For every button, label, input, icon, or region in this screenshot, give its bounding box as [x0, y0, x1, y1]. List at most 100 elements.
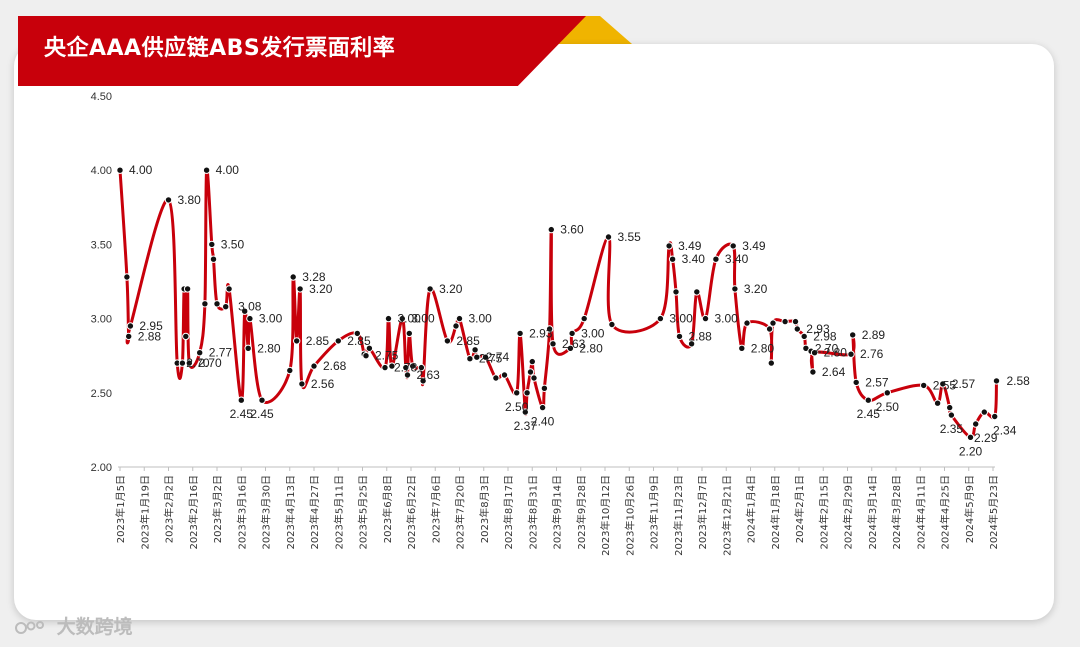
- data-label: 3.49: [678, 239, 702, 253]
- x-tick-label: 2023年10月12日: [599, 475, 612, 556]
- x-tick-label: 2024年3月28日: [890, 475, 903, 550]
- data-label: 2.45: [230, 407, 254, 421]
- data-point: [947, 411, 956, 419]
- x-tick-label: 2023年4月13日: [284, 475, 297, 550]
- data-point: [933, 399, 942, 407]
- data-label: 2.63: [417, 368, 441, 382]
- data-point: [729, 242, 737, 250]
- data-point: [244, 344, 252, 352]
- x-tick-label: 2023年10月26日: [623, 475, 636, 556]
- data-point: [656, 314, 665, 323]
- y-tick-label: 4.50: [91, 91, 112, 103]
- data-point: [417, 363, 426, 372]
- data-label: 2.34: [993, 424, 1017, 438]
- data-label: 3.40: [725, 252, 749, 266]
- data-point: [701, 314, 710, 323]
- data-point: [473, 353, 481, 361]
- data-point: [125, 332, 133, 341]
- data-point: [693, 288, 701, 296]
- data-point: [665, 242, 673, 250]
- data-label: 2.77: [209, 346, 233, 360]
- data-point: [362, 352, 370, 360]
- data-point: [452, 322, 460, 330]
- watermark-logo-icon: [15, 620, 44, 634]
- x-tick-label: 2023年7月6日: [429, 475, 442, 543]
- data-label: 2.70: [186, 356, 210, 370]
- data-point: [126, 322, 135, 330]
- watermark: 大数跨境: [14, 612, 133, 639]
- data-point: [471, 346, 479, 354]
- data-label: 2.80: [824, 346, 848, 360]
- data-point: [222, 303, 230, 311]
- data-label: 2.56: [311, 377, 335, 391]
- data-point: [202, 166, 211, 174]
- data-point: [800, 332, 808, 341]
- data-point: [769, 319, 777, 327]
- data-label: 3.00: [411, 312, 435, 326]
- data-point: [765, 325, 774, 333]
- data-label: 3.55: [618, 230, 642, 244]
- y-tick-label: 3.50: [91, 239, 112, 251]
- x-tick-label: 2024年1月4日: [745, 475, 758, 543]
- data-label: 2.80: [579, 341, 603, 355]
- data-label: 3.40: [682, 252, 706, 266]
- data-point: [183, 285, 192, 293]
- data-label: 2.93: [529, 326, 553, 340]
- data-label: 2.57: [952, 377, 976, 391]
- data-point: [296, 285, 304, 293]
- data-point: [580, 314, 588, 323]
- data-label: 3.00: [398, 312, 422, 326]
- x-tick-label: 2023年3月16日: [235, 475, 248, 550]
- data-point: [738, 344, 746, 352]
- data-label: 2.93: [806, 322, 830, 336]
- x-tick-label: 2024年1月18日: [769, 475, 782, 550]
- data-point: [481, 353, 490, 361]
- x-tick-label: 2023年6月22日: [405, 475, 418, 550]
- data-label: 2.78: [394, 361, 418, 375]
- data-point: [608, 320, 616, 329]
- data-point: [310, 362, 318, 370]
- data-point: [286, 366, 294, 375]
- data-point: [847, 350, 855, 358]
- x-tick-label: 2023年7月20日: [454, 475, 467, 550]
- data-point: [939, 380, 947, 388]
- data-point: [443, 337, 452, 345]
- data-point: [353, 329, 361, 338]
- data-label: 3.20: [309, 282, 333, 296]
- data-point: [398, 314, 406, 323]
- data-point: [781, 317, 789, 326]
- data-point: [743, 319, 751, 327]
- data-point: [182, 332, 190, 341]
- data-label: 2.74: [486, 350, 510, 364]
- x-tick-label: 2023年2月16日: [187, 475, 200, 550]
- x-tick-label: 2024年5月23日: [987, 475, 1000, 550]
- data-label: 2.70: [815, 341, 839, 355]
- data-label: 3.80: [178, 193, 202, 207]
- x-tick-label: 2023年9月14日: [551, 475, 564, 550]
- data-point: [455, 314, 464, 323]
- x-tick-label: 2024年2月29日: [842, 475, 855, 550]
- watermark-text: 大数跨境: [56, 616, 133, 638]
- data-point: [381, 363, 389, 372]
- data-label: 2.85: [306, 334, 330, 348]
- data-point: [767, 359, 775, 367]
- data-label: 3.50: [221, 237, 245, 251]
- x-tick-label: 2023年1月5日: [114, 475, 127, 543]
- data-point: [213, 300, 221, 308]
- data-point: [540, 384, 549, 392]
- data-point: [568, 329, 576, 338]
- data-label: 3.49: [742, 239, 766, 253]
- y-tick-label: 4.00: [91, 165, 112, 177]
- data-label: 3.00: [259, 312, 283, 326]
- data-point: [566, 344, 575, 352]
- x-tick-label: 2024年3月14日: [866, 475, 879, 550]
- data-label: 2.20: [959, 444, 983, 458]
- data-point: [237, 396, 246, 404]
- data-label: 2.35: [940, 422, 964, 436]
- x-tick-label: 2024年4月11日: [914, 475, 927, 550]
- data-point: [793, 325, 801, 333]
- data-label: 2.68: [323, 359, 347, 373]
- data-point: [388, 362, 396, 370]
- x-tick-label: 2023年8月31日: [526, 475, 539, 550]
